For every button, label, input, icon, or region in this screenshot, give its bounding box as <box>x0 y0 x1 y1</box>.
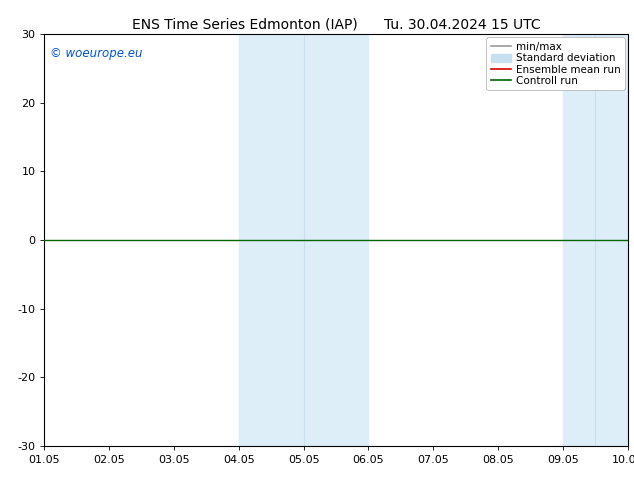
Text: © woeurope.eu: © woeurope.eu <box>50 47 143 60</box>
Bar <box>239 34 368 446</box>
Legend: min/max, Standard deviation, Ensemble mean run, Controll run: min/max, Standard deviation, Ensemble me… <box>486 37 624 91</box>
Title: ENS Time Series Edmonton (IAP)      Tu. 30.04.2024 15 UTC: ENS Time Series Edmonton (IAP) Tu. 30.04… <box>132 18 540 32</box>
Bar <box>563 34 628 446</box>
